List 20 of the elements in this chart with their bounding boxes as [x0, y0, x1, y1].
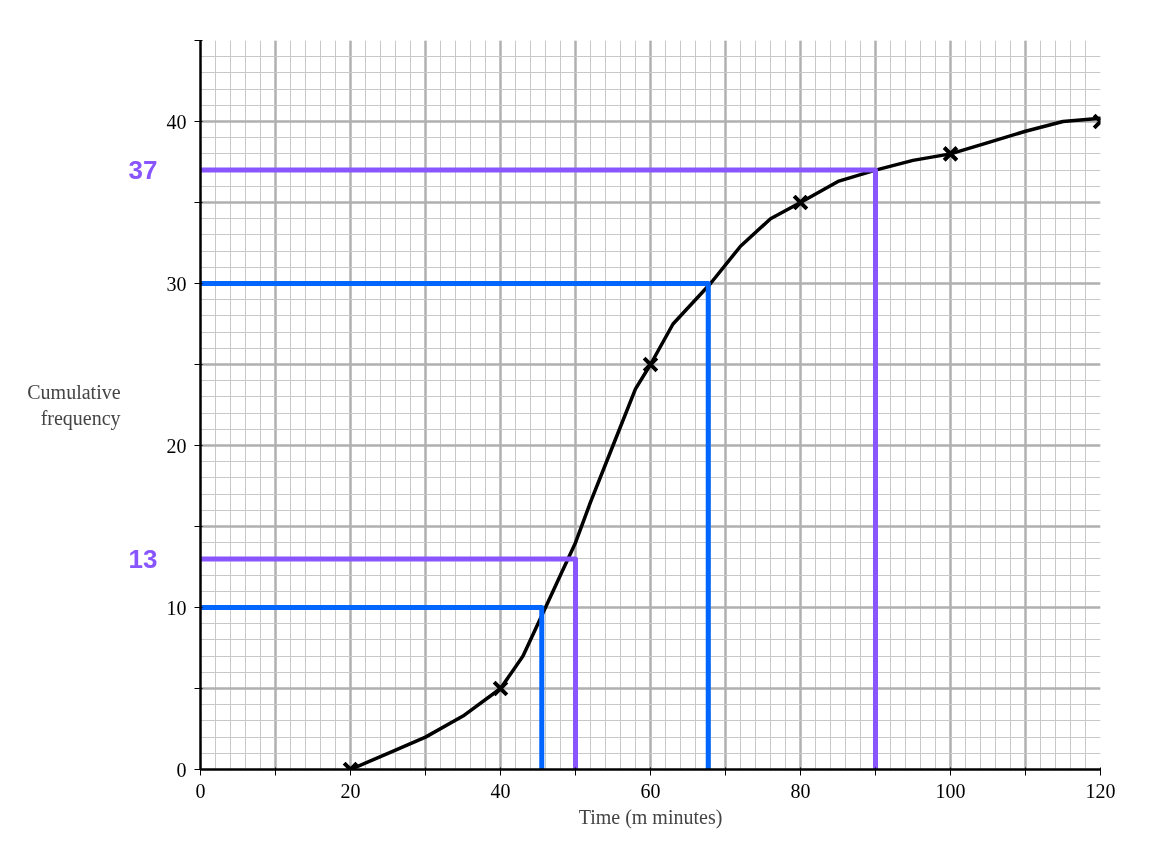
x-tick-label: 0 — [195, 779, 206, 802]
point — [492, 680, 509, 697]
point — [642, 356, 659, 373]
point — [942, 145, 959, 163]
y-tick-label: 10 — [166, 596, 187, 619]
y-tick-label: 20 — [166, 434, 187, 457]
point — [792, 194, 809, 211]
x-axis-title: Time (m minutes) — [578, 805, 723, 829]
x-tick-label: 120 — [1085, 779, 1116, 802]
y-tick-label: 40 — [166, 110, 187, 133]
y-axis-title: Cumulative frequency — [27, 380, 121, 431]
x-tick-label: 20 — [340, 779, 361, 802]
series-label: 37 — [128, 155, 158, 186]
x-tick-label: 60 — [640, 779, 661, 802]
y-tick-label: 0 — [176, 758, 187, 781]
y-tick-label: 30 — [166, 272, 187, 295]
series-label: 13 — [128, 543, 158, 574]
x-tick-label: 80 — [790, 779, 811, 802]
x-tick-label: 100 — [935, 779, 966, 802]
x-tick-label: 40 — [490, 779, 511, 802]
